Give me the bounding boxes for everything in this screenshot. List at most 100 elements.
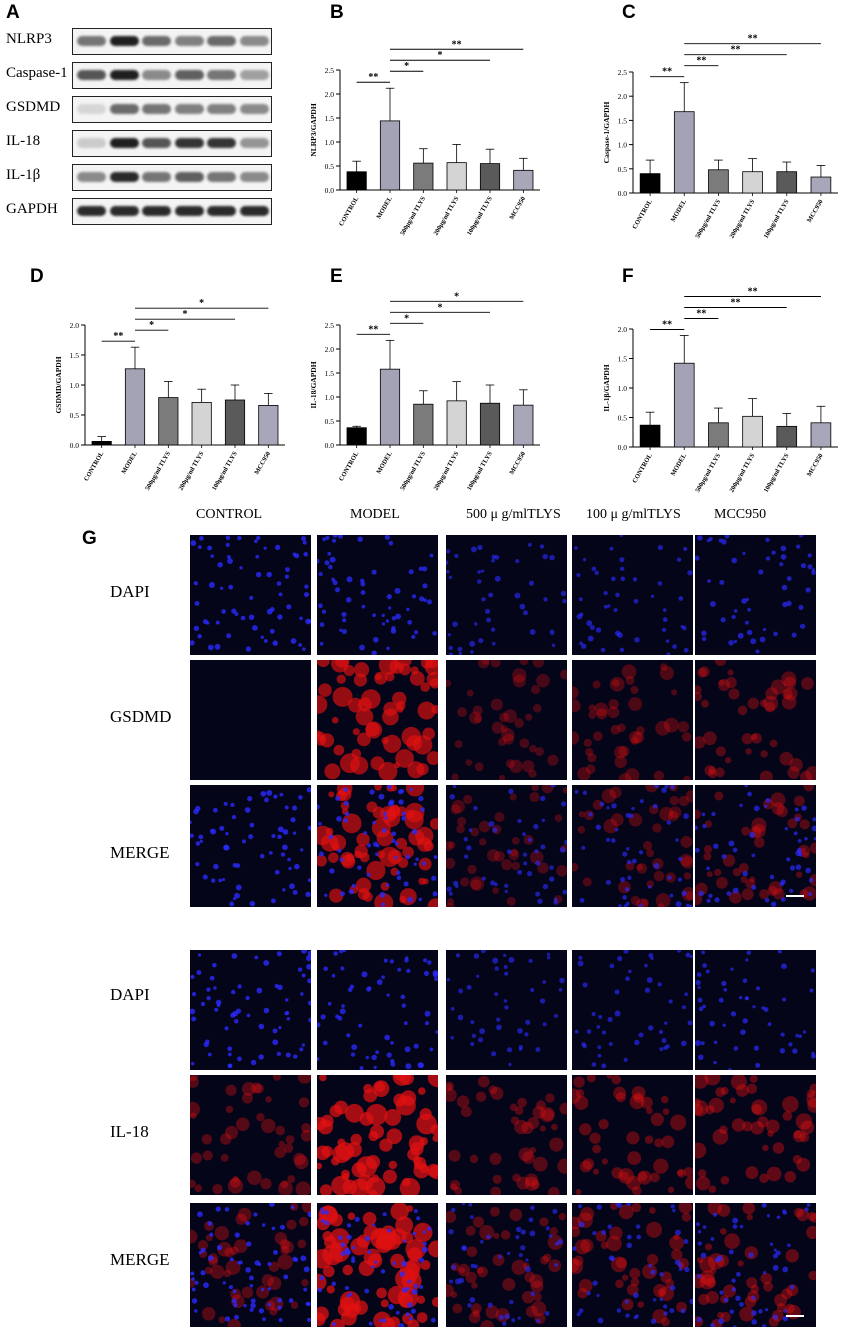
nucleus	[624, 887, 630, 892]
blot-row-label: GAPDH	[6, 201, 58, 217]
nucleus	[292, 831, 297, 835]
red-signal	[705, 1277, 717, 1288]
nucleus	[710, 1323, 715, 1327]
nucleus	[386, 646, 390, 650]
fluorescence-image	[190, 535, 311, 655]
nucleus	[661, 1037, 667, 1043]
red-signal	[235, 1117, 250, 1132]
nucleus	[471, 546, 477, 553]
blot-band	[109, 104, 139, 114]
nucleus	[525, 1258, 529, 1262]
nucleus	[504, 1005, 509, 1010]
red-signal	[593, 731, 603, 741]
red-signal	[420, 682, 430, 692]
nucleus	[424, 1010, 431, 1017]
red-signal	[506, 896, 516, 906]
red-signal	[492, 1174, 502, 1184]
red-signal	[348, 697, 363, 713]
red-signal	[501, 728, 515, 742]
y-tick-label: 0.0	[325, 186, 335, 195]
red-signal	[214, 1225, 230, 1241]
fluorescence-image	[695, 660, 816, 780]
nucleus	[576, 1312, 581, 1317]
nucleus	[591, 1062, 597, 1067]
blot-band	[109, 138, 139, 148]
nucleus	[736, 1271, 741, 1277]
nucleus	[517, 818, 522, 824]
red-signal	[223, 1269, 232, 1278]
nucleus	[508, 1062, 512, 1067]
blot-strip	[72, 164, 272, 191]
nucleus	[406, 607, 410, 612]
nucleus	[394, 855, 398, 860]
nucleus	[648, 1263, 653, 1268]
red-signal	[379, 846, 400, 868]
nucleus	[595, 627, 602, 633]
nucleus	[308, 619, 311, 624]
red-signal	[446, 1284, 454, 1297]
red-signal	[695, 736, 706, 749]
red-signal	[334, 1100, 349, 1115]
red-signal	[283, 1143, 294, 1154]
red-signal	[536, 673, 550, 688]
nucleus	[235, 863, 241, 868]
nucleus	[291, 1205, 295, 1210]
red-signal	[669, 1235, 684, 1251]
red-signal	[577, 1287, 588, 1299]
nucleus	[675, 1229, 681, 1236]
red-signal	[661, 1135, 675, 1149]
nucleus	[231, 989, 236, 995]
red-signal	[490, 1086, 504, 1100]
nucleus	[237, 1056, 242, 1062]
red-signal	[580, 1238, 594, 1253]
red-signal	[468, 1311, 481, 1324]
nucleus	[481, 597, 486, 602]
red-signal	[426, 672, 438, 687]
nucleus	[689, 1298, 693, 1305]
red-signal	[529, 1274, 544, 1288]
nucleus	[247, 795, 253, 802]
nucleus	[226, 633, 232, 639]
nucleus	[508, 956, 515, 963]
nucleus	[779, 1048, 786, 1054]
red-signal	[589, 1132, 601, 1144]
red-signal	[324, 763, 341, 780]
nucleus	[273, 1249, 278, 1255]
red-signal	[388, 805, 401, 818]
red-signal	[683, 872, 691, 880]
nucleus	[319, 1275, 325, 1281]
nucleus	[245, 1221, 250, 1226]
red-signal	[466, 1246, 478, 1257]
nucleus	[337, 848, 342, 853]
nucleus	[664, 785, 669, 789]
nucleus	[229, 1257, 234, 1262]
nucleus	[560, 590, 567, 597]
nucleus	[451, 1264, 457, 1270]
blot-band	[207, 104, 236, 114]
nucleus	[260, 790, 267, 797]
nucleus	[234, 892, 240, 899]
red-signal	[637, 1170, 652, 1185]
red-signal	[317, 1312, 326, 1327]
nucleus	[268, 851, 273, 855]
bar	[446, 162, 467, 191]
nucleus	[783, 1309, 787, 1313]
red-signal	[530, 1180, 540, 1190]
bar	[742, 171, 763, 194]
nucleus	[795, 1033, 799, 1038]
red-signal	[627, 1151, 642, 1166]
nucleus	[294, 553, 300, 559]
red-signal	[431, 705, 438, 714]
red-signal	[347, 1212, 356, 1221]
nucleus	[206, 995, 211, 1001]
x-tick-label: 500μg/ml TLYS	[399, 195, 427, 237]
nucleus	[731, 1287, 736, 1292]
nucleus	[789, 865, 796, 871]
nucleus	[762, 1271, 767, 1275]
nucleus	[424, 1021, 429, 1026]
y-tick-label: 1.0	[618, 141, 628, 150]
nucleus	[197, 633, 202, 639]
red-signal	[446, 898, 455, 906]
nucleus	[271, 833, 276, 839]
red-signal	[256, 1285, 270, 1299]
